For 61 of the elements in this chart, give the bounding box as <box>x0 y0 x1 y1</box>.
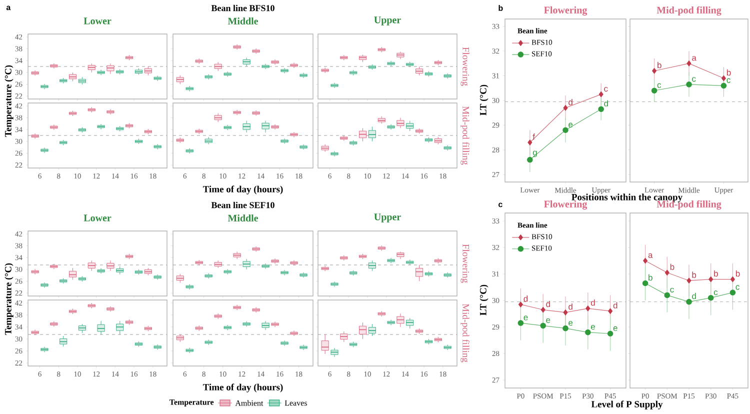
data-label: d <box>692 292 696 300</box>
data-label: c <box>657 83 662 88</box>
chart-title: Middle <box>228 17 258 25</box>
data-label: e <box>568 122 573 128</box>
data-label: e <box>568 320 573 326</box>
y2-axis-title: Flowering <box>460 47 470 86</box>
text: b <box>498 5 503 11</box>
data-label: c <box>692 77 696 82</box>
data-label: c <box>714 290 718 296</box>
data-label: c <box>736 285 740 290</box>
data-label: e <box>524 316 528 320</box>
data-label: f <box>532 134 535 140</box>
text: c <box>498 202 502 208</box>
data-label: a <box>648 253 653 258</box>
y-axis-title: Temperature (°C) <box>4 65 14 137</box>
legend-label: Leaves <box>284 400 307 406</box>
data-label: c <box>604 86 608 92</box>
chart-title: Upper <box>374 16 401 26</box>
data-label: b <box>670 264 674 270</box>
chart-title: Lower <box>84 18 112 24</box>
chart-title: Flowering <box>544 200 588 210</box>
text: a <box>6 6 11 10</box>
data-label: d <box>613 302 618 308</box>
data-label: b <box>714 270 718 277</box>
y2-axis-title: Mid-pod filling <box>460 106 470 165</box>
legend-label: Ambient <box>235 400 264 406</box>
data-label: b <box>736 270 740 277</box>
chart-title: Lower <box>84 214 112 222</box>
data-label: e <box>546 318 550 323</box>
data-label: b <box>648 274 652 281</box>
x-axis-title: Time of day (hours) <box>202 186 283 194</box>
y-axis-title: LT (°C) <box>480 284 488 316</box>
y2-axis-title: Mid-pod filling <box>460 304 470 362</box>
data-label: b <box>692 272 696 278</box>
chart-subtitle: Bean line SEF10 <box>211 202 274 208</box>
chart-title: Flowering <box>544 6 588 16</box>
chart-title: Mid-pod filling <box>656 200 722 210</box>
chart-subtitle: Bean line BFS10 <box>211 4 274 12</box>
data-label: d <box>568 98 572 106</box>
data-label: e <box>590 324 595 330</box>
data-label: d <box>568 303 572 310</box>
x-axis-title: Positions within the canopy <box>572 194 682 202</box>
chart-title: Middle <box>228 214 258 222</box>
data-label: c <box>726 78 730 83</box>
data-label: d <box>604 100 608 106</box>
data-label: b <box>658 62 662 68</box>
chart-title: Upper <box>374 214 401 222</box>
y-axis-title: Temperature (°C) <box>4 263 14 335</box>
data-label: a <box>692 56 696 61</box>
x-axis-title: Level of P Supply <box>591 400 663 410</box>
data-label: d <box>590 300 595 306</box>
y2-axis-title: Flowering <box>460 244 470 283</box>
legend-title: Temperature <box>169 400 214 406</box>
y-axis-title: LT (°C) <box>480 84 488 116</box>
data-label: c <box>670 288 674 292</box>
data-label: e <box>613 326 618 331</box>
data-label: d <box>546 300 550 308</box>
data-label: d <box>524 296 528 302</box>
x-axis-title: Time of day (hours) <box>202 384 283 392</box>
chart-title: Mid-pod filling <box>656 6 722 16</box>
data-label: b <box>726 69 731 76</box>
